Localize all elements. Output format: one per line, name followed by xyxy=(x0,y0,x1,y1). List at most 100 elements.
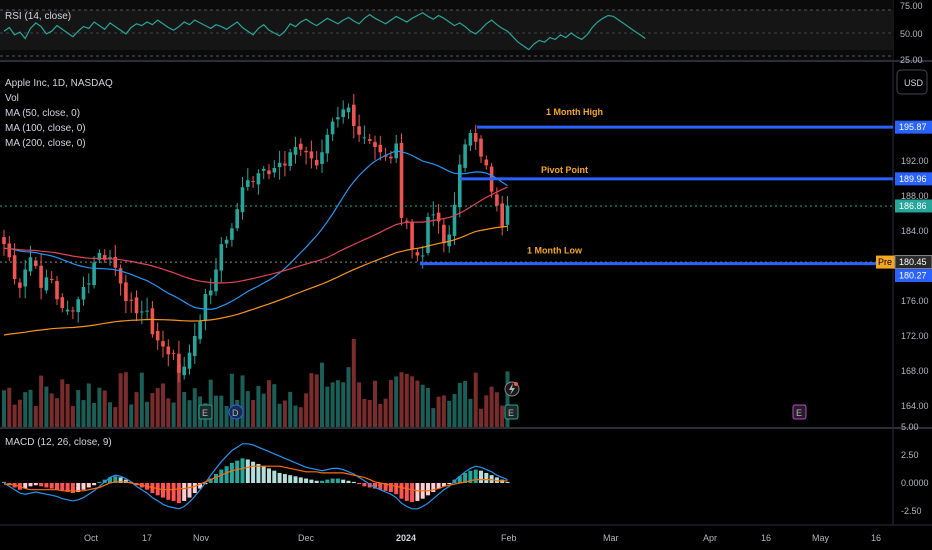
symbol-title[interactable]: Apple Inc, 1D, NASDAQ xyxy=(5,78,113,89)
candle-body[interactable] xyxy=(182,366,186,376)
candle-body[interactable] xyxy=(468,133,473,146)
candle-body[interactable] xyxy=(219,244,224,271)
candle-body[interactable] xyxy=(367,139,372,141)
candle-body[interactable] xyxy=(60,297,65,308)
candle-body[interactable] xyxy=(7,243,12,258)
candle-body[interactable] xyxy=(500,203,504,228)
candle-body[interactable] xyxy=(102,255,107,260)
candle-body[interactable] xyxy=(293,147,298,155)
candle-body[interactable] xyxy=(18,282,22,288)
candle-body[interactable] xyxy=(304,150,308,153)
volume-label[interactable]: Vol xyxy=(5,93,19,104)
candle-body[interactable] xyxy=(235,209,239,229)
candle-body[interactable] xyxy=(92,262,96,286)
candle-body[interactable] xyxy=(436,212,441,222)
candle-body[interactable] xyxy=(341,109,345,118)
candles[interactable] xyxy=(2,94,510,383)
candle-body[interactable] xyxy=(484,159,489,166)
candle-body[interactable] xyxy=(49,278,54,280)
candle-body[interactable] xyxy=(405,220,409,222)
candle-body[interactable] xyxy=(357,126,361,135)
candle-body[interactable] xyxy=(473,133,478,142)
signal-line[interactable] xyxy=(4,465,508,492)
candle-body[interactable] xyxy=(442,224,446,244)
ma100-label[interactable]: MA (100, close, 0) xyxy=(5,123,86,134)
candle-body[interactable] xyxy=(283,163,287,166)
candle-body[interactable] xyxy=(240,187,245,213)
pivot-point-line[interactable] xyxy=(460,177,893,181)
candle-body[interactable] xyxy=(230,228,234,240)
candle-body[interactable] xyxy=(352,104,356,126)
earnings-badge-recent[interactable]: E xyxy=(504,404,519,420)
candle-body[interactable] xyxy=(71,310,75,312)
candle-body[interactable] xyxy=(23,269,27,287)
candle-body[interactable] xyxy=(203,294,208,321)
candle-body[interactable] xyxy=(267,170,271,175)
month-low-line[interactable] xyxy=(420,262,893,266)
ma200-label[interactable]: MA (200, close, 0) xyxy=(5,138,86,149)
candle-body[interactable] xyxy=(505,205,510,225)
candle-body[interactable] xyxy=(495,194,499,206)
candle-body[interactable] xyxy=(224,239,229,244)
candle-body[interactable] xyxy=(55,281,59,300)
candle-body[interactable] xyxy=(330,121,335,135)
candle-body[interactable] xyxy=(272,168,277,173)
candle-body[interactable] xyxy=(129,299,133,301)
candle-body[interactable] xyxy=(362,137,367,139)
candle-body[interactable] xyxy=(447,234,451,247)
month-high-line[interactable] xyxy=(477,125,893,129)
candle-body[interactable] xyxy=(208,290,213,296)
candle-body[interactable] xyxy=(87,283,91,285)
rsi-panel[interactable]: RSI (14, close) 75.00 50.00 25.00 xyxy=(0,0,923,65)
candle-body[interactable] xyxy=(97,252,102,260)
candle-body[interactable] xyxy=(452,204,457,236)
candle-body[interactable] xyxy=(198,321,202,340)
candle-body[interactable] xyxy=(118,268,123,284)
currency-button[interactable]: USD xyxy=(896,69,928,95)
candle-body[interactable] xyxy=(140,311,144,313)
candle-body[interactable] xyxy=(251,180,255,182)
candle-body[interactable] xyxy=(44,277,49,291)
candle-body[interactable] xyxy=(325,134,330,154)
price-panel[interactable]: 1 Month High Pivot Point 1 Month Low App… xyxy=(0,78,893,427)
candle-body[interactable] xyxy=(214,269,218,292)
candle-body[interactable] xyxy=(309,151,314,159)
earnings-badge-upcoming[interactable]: E xyxy=(792,404,807,420)
candle-body[interactable] xyxy=(415,252,420,256)
candle-body[interactable] xyxy=(426,217,430,253)
candle-body[interactable] xyxy=(193,336,197,356)
candle-body[interactable] xyxy=(187,352,192,369)
candle-body[interactable] xyxy=(134,297,139,314)
candle-body[interactable] xyxy=(65,309,70,312)
candle-body[interactable] xyxy=(155,330,160,341)
candle-body[interactable] xyxy=(299,143,303,150)
candle-body[interactable] xyxy=(479,138,483,157)
candle-body[interactable] xyxy=(2,237,6,245)
candle-body[interactable] xyxy=(256,173,261,185)
candle-body[interactable] xyxy=(261,168,266,171)
candle-body[interactable] xyxy=(314,159,319,166)
candle-body[interactable] xyxy=(410,221,414,250)
candle-body[interactable] xyxy=(420,255,425,257)
candle-body[interactable] xyxy=(81,287,86,300)
ma50-label[interactable]: MA (50, close, 0) xyxy=(5,108,80,119)
split-lightning-icon[interactable] xyxy=(504,381,520,397)
ma100-line[interactable] xyxy=(3,186,508,284)
candle-body[interactable] xyxy=(277,162,282,168)
candle-body[interactable] xyxy=(34,260,38,266)
candle-body[interactable] xyxy=(39,265,43,288)
ma200-line[interactable] xyxy=(3,225,508,336)
time-axis[interactable]: Oct 17 Nov Dec 2024 Feb Mar Apr 16 May 1… xyxy=(84,533,881,543)
candle-body[interactable] xyxy=(431,214,436,216)
candle-body[interactable] xyxy=(288,152,292,166)
earnings-badge[interactable]: E xyxy=(198,404,213,420)
candle-body[interactable] xyxy=(145,310,149,312)
candle-body[interactable] xyxy=(378,144,383,153)
candle-body[interactable] xyxy=(166,346,171,355)
ma50-line[interactable] xyxy=(3,150,508,311)
candle-body[interactable] xyxy=(336,117,340,120)
candle-body[interactable] xyxy=(12,255,17,280)
candle-body[interactable] xyxy=(124,282,128,301)
candle-body[interactable] xyxy=(177,353,181,373)
